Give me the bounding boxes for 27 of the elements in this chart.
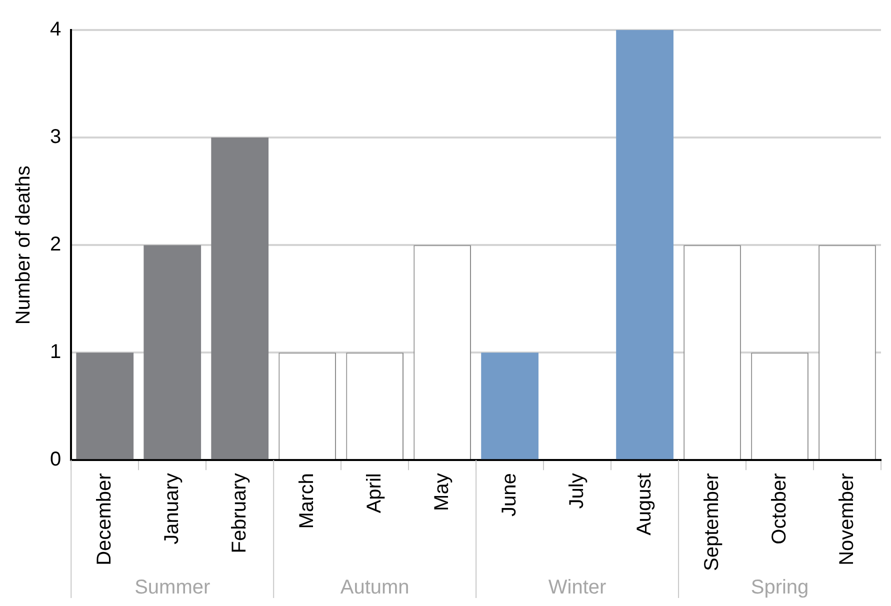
x-tick-label: February [228,473,250,554]
x-tick-label: June [498,473,520,517]
x-tick-label: January [160,473,183,544]
y-axis-title: Number of deaths [12,166,35,325]
x-tick-label: July [566,473,588,509]
x-tick-label: August [633,472,656,536]
text: Summer [134,576,210,599]
y-tick-label: 2 [50,234,62,256]
bar [211,138,269,460]
text: Spring [750,576,809,599]
x-tick-label: November [836,472,858,566]
bar [144,245,202,460]
x-tick-label: October [768,472,790,544]
x-tick-label: April [363,473,386,514]
y-tick-label: 3 [50,126,62,148]
x-tick-label: December [93,472,116,566]
x-tick-label: September [700,472,723,572]
y-tick-label: 1 [50,341,62,364]
x-tick-label: May [430,473,453,511]
bar [481,352,538,460]
bar [616,30,674,460]
y-tick-label: 4 [50,18,62,41]
y-tick-label: 0 [50,448,62,471]
text: Winter [548,576,607,599]
text: Autumn [340,576,410,599]
x-tick-label: March [296,473,318,529]
bar [76,352,134,460]
